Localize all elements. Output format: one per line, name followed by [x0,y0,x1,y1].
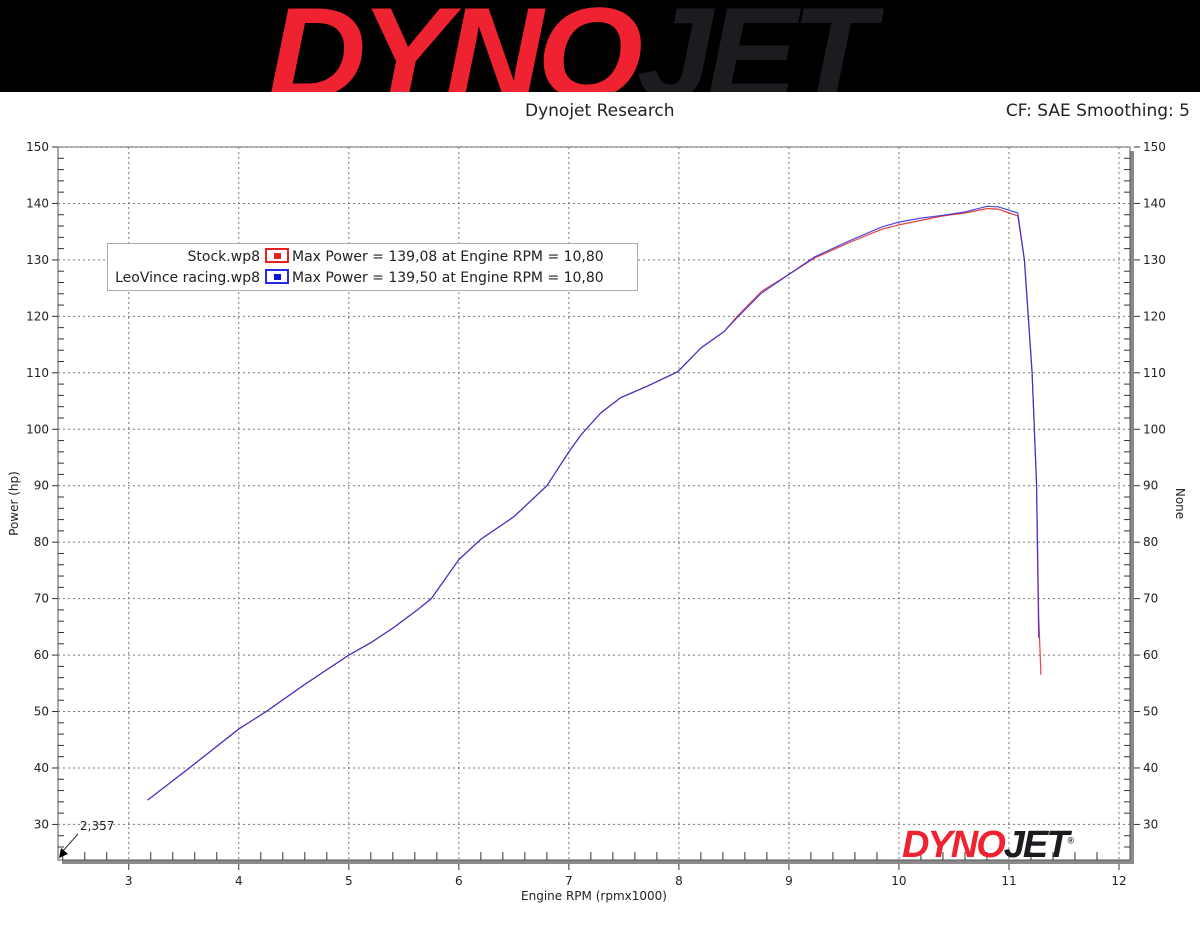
y-tick-label: 30 [34,817,49,831]
y2-tick-label: 140 [1143,196,1166,210]
y-tick-label: 110 [26,366,49,380]
legend-item-leovince: LeoVince racing.wp8 Max Power = 139,50 a… [108,268,637,288]
y-tick-label: 40 [34,761,49,775]
y2-tick-label: 50 [1143,705,1158,719]
y2-tick-label: 80 [1143,535,1158,549]
dynojet-banner: DYNOJET [0,0,1200,92]
origin-arrow-icon [59,848,68,858]
x-tick-label: 5 [345,874,353,888]
legend-item-stock: Stock.wp8 Max Power = 139,08 at Engine R… [108,247,637,267]
y2-tick-label: 30 [1143,817,1158,831]
legend-series-name: LeoVince racing.wp8 [115,270,260,286]
y2-tick-label: 120 [1143,309,1166,323]
y-tick-label: 130 [26,253,49,267]
y2-axis-label: None [1173,488,1187,519]
y2-tick-label: 150 [1143,140,1166,154]
y-tick-label: 140 [26,196,49,210]
x-tick-label: 11 [1001,874,1016,888]
x-tick-label: 8 [675,874,683,888]
y-tick-label: 90 [34,479,49,493]
y-tick-label: 50 [34,705,49,719]
x-origin-label: 2,357 [80,819,114,833]
y2-tick-label: 70 [1143,592,1158,606]
origin-pointer [61,833,79,853]
legend-summary: Max Power = 139,08 at Engine RPM = 10,80 [292,249,604,265]
x-tick-label: 7 [565,874,573,888]
y2-tick-label: 40 [1143,761,1158,775]
x-tick-label: 10 [891,874,906,888]
legend: Stock.wp8 Max Power = 139,08 at Engine R… [107,243,638,291]
series-line-leovince [147,205,1040,801]
dynojet-corner-logo: DYNOJET® [902,824,1075,866]
y-tick-label: 60 [34,648,49,662]
y2-tick-label: 130 [1143,253,1166,267]
chart-title: Dynojet Research [525,101,675,121]
x-tick-label: 4 [235,874,243,888]
y-tick-label: 70 [34,592,49,606]
y2-tick-label: 60 [1143,648,1158,662]
legend-summary: Max Power = 139,50 at Engine RPM = 10,80 [292,270,604,286]
banner-mask [920,0,1200,92]
legend-series-name: Stock.wp8 [187,249,260,265]
x-tick-label: 9 [785,874,793,888]
y-tick-label: 120 [26,309,49,323]
settings-text: CF: SAE Smoothing: 5 [1005,101,1190,121]
legend-swatch-blue [265,269,289,284]
y2-tick-label: 110 [1143,366,1166,380]
y-tick-label: 80 [34,535,49,549]
x-axis-label: Engine RPM (rpmx1000) [521,889,667,903]
y-tick-label: 100 [26,422,49,436]
x-tick-label: 12 [1111,874,1126,888]
x-tick-label: 3 [125,874,133,888]
legend-swatch-red [265,248,289,263]
y2-tick-label: 100 [1143,422,1166,436]
dynojet-logo: DYNOJET [267,0,875,92]
x-tick-label: 6 [455,874,463,888]
y2-tick-label: 90 [1143,479,1158,493]
y-axis-label: Power (hp) [7,471,21,536]
y-tick-label: 150 [26,140,49,154]
